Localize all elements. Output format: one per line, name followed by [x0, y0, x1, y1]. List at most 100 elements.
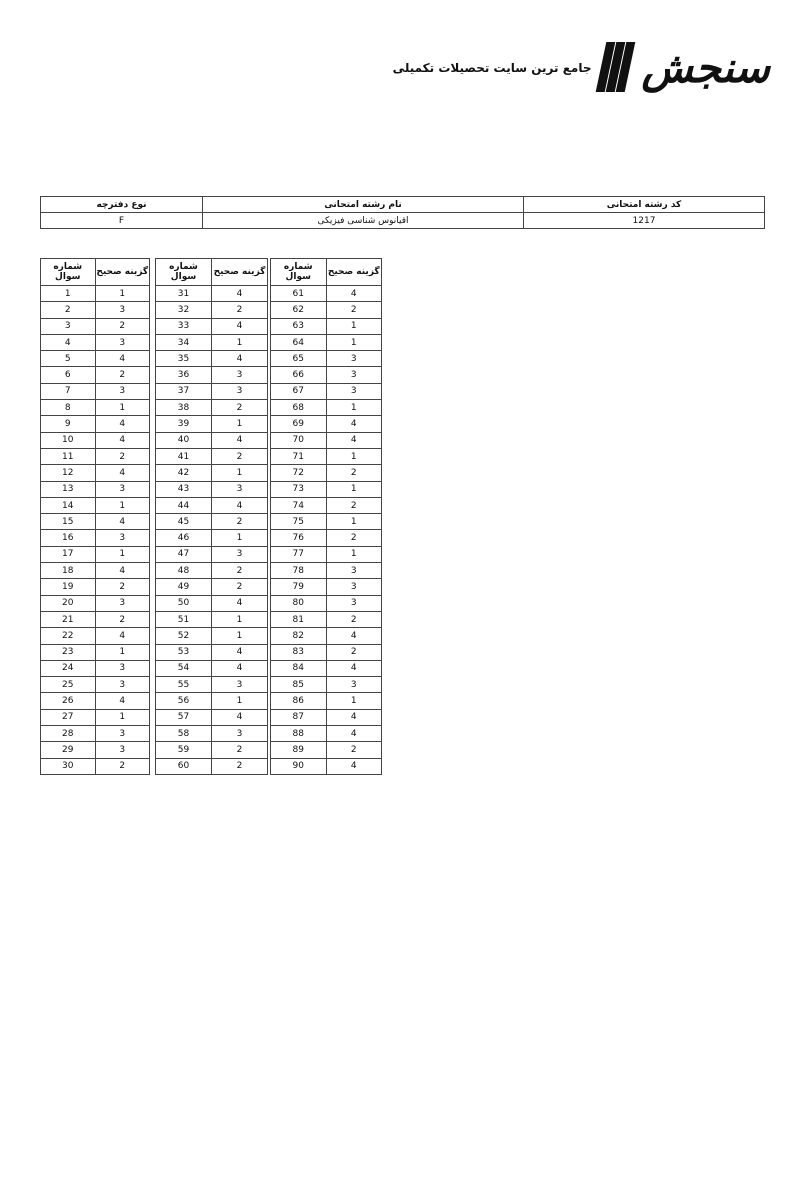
- table-row: 20 3: [40, 594, 150, 612]
- correct-answer-header: گزینه صحیح: [325, 258, 382, 286]
- table-row: 35 4: [155, 350, 268, 368]
- table-row: 60 2: [155, 757, 268, 775]
- table-row: 40 4: [155, 431, 268, 449]
- correct-answer: 3: [94, 382, 150, 401]
- correct-answer: 4: [325, 415, 382, 433]
- question-number: 75: [270, 513, 327, 531]
- correct-answer: 1: [325, 545, 382, 564]
- correct-answer: 2: [325, 496, 382, 515]
- correct-answer: 2: [211, 447, 268, 466]
- table-row: 62 2: [270, 301, 382, 319]
- table-row: 81 2: [270, 610, 382, 629]
- question-number: 7: [40, 382, 96, 401]
- question-number: 17: [40, 545, 96, 564]
- question-number: 11: [40, 447, 96, 466]
- question-number: 58: [155, 725, 212, 743]
- table-row: 32 2: [155, 301, 268, 319]
- table-row: 16 3: [40, 529, 150, 547]
- question-number: 86: [270, 692, 327, 710]
- table-row: 23 1: [40, 643, 150, 661]
- question-number: 44: [155, 496, 212, 515]
- correct-answer: 4: [325, 659, 382, 678]
- correct-answer: 3: [325, 382, 382, 401]
- table-row: 54 4: [155, 659, 268, 678]
- correct-answer: 1: [94, 284, 150, 303]
- question-number: 89: [270, 741, 327, 759]
- correct-answer: 2: [94, 578, 150, 596]
- table-row: 14 1: [40, 496, 150, 515]
- correct-answer: 2: [211, 578, 268, 596]
- question-number: 50: [155, 594, 212, 612]
- table-row: 26 4: [40, 692, 150, 710]
- correct-answer: 1: [211, 627, 268, 645]
- correct-answer: 2: [325, 610, 382, 629]
- question-number: 69: [270, 415, 327, 433]
- question-number: 85: [270, 676, 327, 694]
- table-row: 53 4: [155, 643, 268, 661]
- question-number: 26: [40, 692, 96, 710]
- answer-table-3: شماره سوال گزینه صحیح 61 4 62 2 63 1 64 1 65 3 66 3 67…: [270, 258, 382, 775]
- table-row: 86 1: [270, 692, 382, 710]
- table-row: 18 4: [40, 562, 150, 580]
- correct-answer: 4: [211, 431, 268, 449]
- correct-answer: 3: [211, 366, 268, 384]
- exam-code-header: کد رشته امتحانی: [523, 196, 765, 213]
- table-row: 13 3: [40, 480, 150, 498]
- correct-answer: 3: [94, 333, 150, 352]
- question-number: 71: [270, 447, 327, 466]
- question-number: 18: [40, 562, 96, 580]
- correct-answer: 1: [94, 643, 150, 661]
- table-row: 56 1: [155, 692, 268, 710]
- table-row: 73 1: [270, 480, 382, 498]
- table-row: 87 4: [270, 708, 382, 727]
- table-row: 75 1: [270, 513, 382, 531]
- correct-answer-header: گزینه صحیح: [211, 258, 268, 286]
- question-number: 4: [40, 333, 96, 352]
- question-number: 34: [155, 333, 212, 352]
- question-number: 61: [270, 284, 327, 303]
- question-number: 10: [40, 431, 96, 449]
- table-row: 68 1: [270, 399, 382, 417]
- question-number: 42: [155, 464, 212, 482]
- question-number: 36: [155, 366, 212, 384]
- correct-answer: 1: [211, 333, 268, 352]
- table-row: 88 4: [270, 725, 382, 743]
- correct-answer: 3: [211, 676, 268, 694]
- question-number: 72: [270, 464, 327, 482]
- table-row: 50 4: [155, 594, 268, 612]
- question-number: 23: [40, 643, 96, 661]
- answer-table-2: شماره سوال گزینه صحیح 31 4 32 2 33 4 34 1 35 4 36 3 37…: [155, 258, 268, 775]
- correct-answer: 2: [94, 317, 150, 335]
- question-number: 12: [40, 464, 96, 482]
- question-number: 6: [40, 366, 96, 384]
- table-row: 69 4: [270, 415, 382, 433]
- correct-answer: 4: [94, 415, 150, 433]
- booklet-type: F: [40, 212, 203, 229]
- question-number: 67: [270, 382, 327, 401]
- correct-answer: 4: [325, 725, 382, 743]
- table-row: 11 2: [40, 447, 150, 466]
- question-number: 43: [155, 480, 212, 498]
- correct-answer: 4: [94, 513, 150, 531]
- correct-answer: 2: [325, 529, 382, 547]
- table-row: 24 3: [40, 659, 150, 678]
- table-row: 57 4: [155, 708, 268, 727]
- question-number: 38: [155, 399, 212, 417]
- correct-answer: 4: [211, 708, 268, 727]
- correct-answer: 4: [325, 431, 382, 449]
- table-row: 33 4: [155, 317, 268, 335]
- table-row: 89 2: [270, 741, 382, 759]
- table-row: 66 3: [270, 366, 382, 384]
- question-number: 78: [270, 562, 327, 580]
- table-row: 52 1: [155, 627, 268, 645]
- table-row: 22 4: [40, 627, 150, 645]
- correct-answer: 2: [325, 741, 382, 759]
- correct-answer: 4: [325, 757, 382, 775]
